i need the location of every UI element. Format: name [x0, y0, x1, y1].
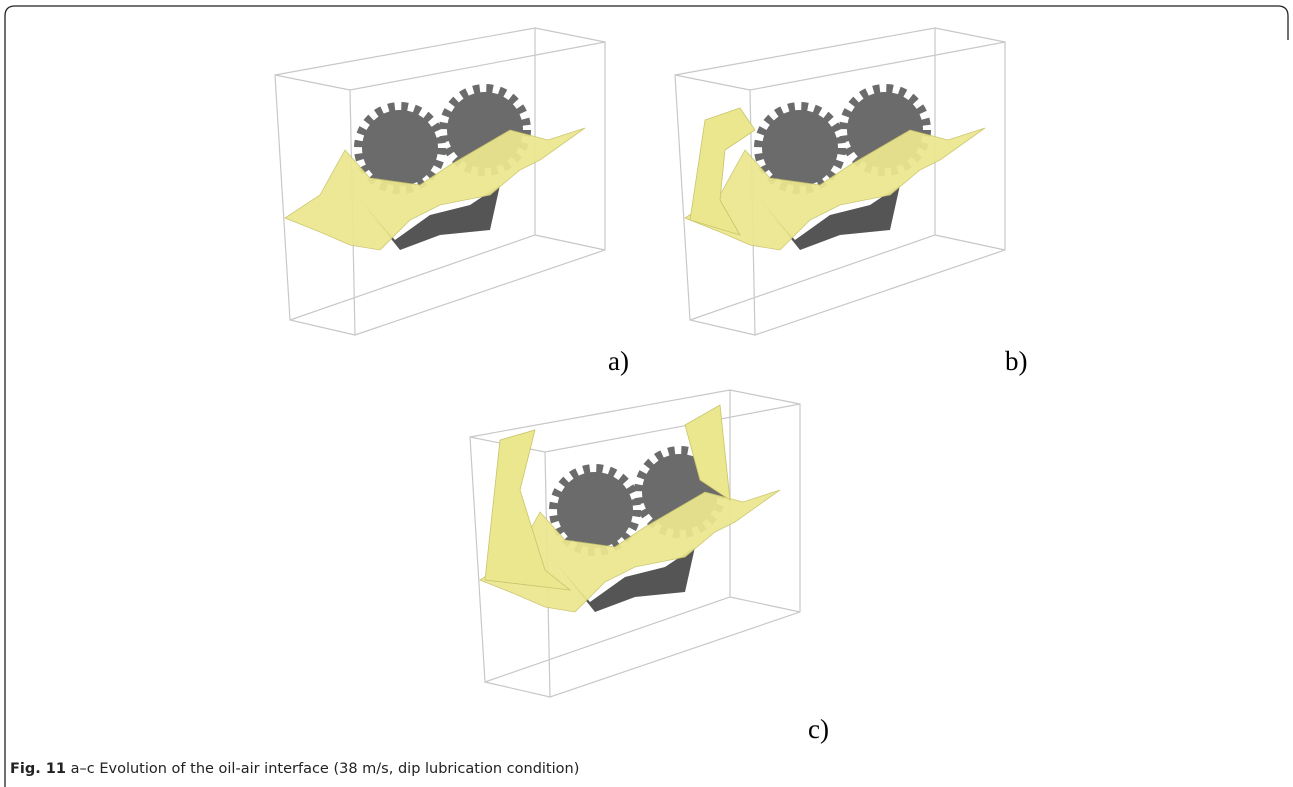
- figure: a) b) c): [0, 0, 1293, 787]
- caption-text: a–c Evolution of the oil-air interface (…: [71, 761, 580, 777]
- panel-label: a): [608, 346, 629, 376]
- caption-label: Fig. 11: [10, 761, 66, 777]
- panel-label: b): [1005, 346, 1028, 376]
- panel-render-a: [275, 28, 605, 335]
- page: a) b) c) Fig. 11 a–c Evolution of the oi…: [0, 0, 1293, 787]
- caption: Fig. 11 a–c Evolution of the oil-air int…: [10, 761, 579, 777]
- panel-label: c): [808, 714, 829, 744]
- frame: [5, 6, 1288, 787]
- panel-render-b: [675, 28, 1005, 335]
